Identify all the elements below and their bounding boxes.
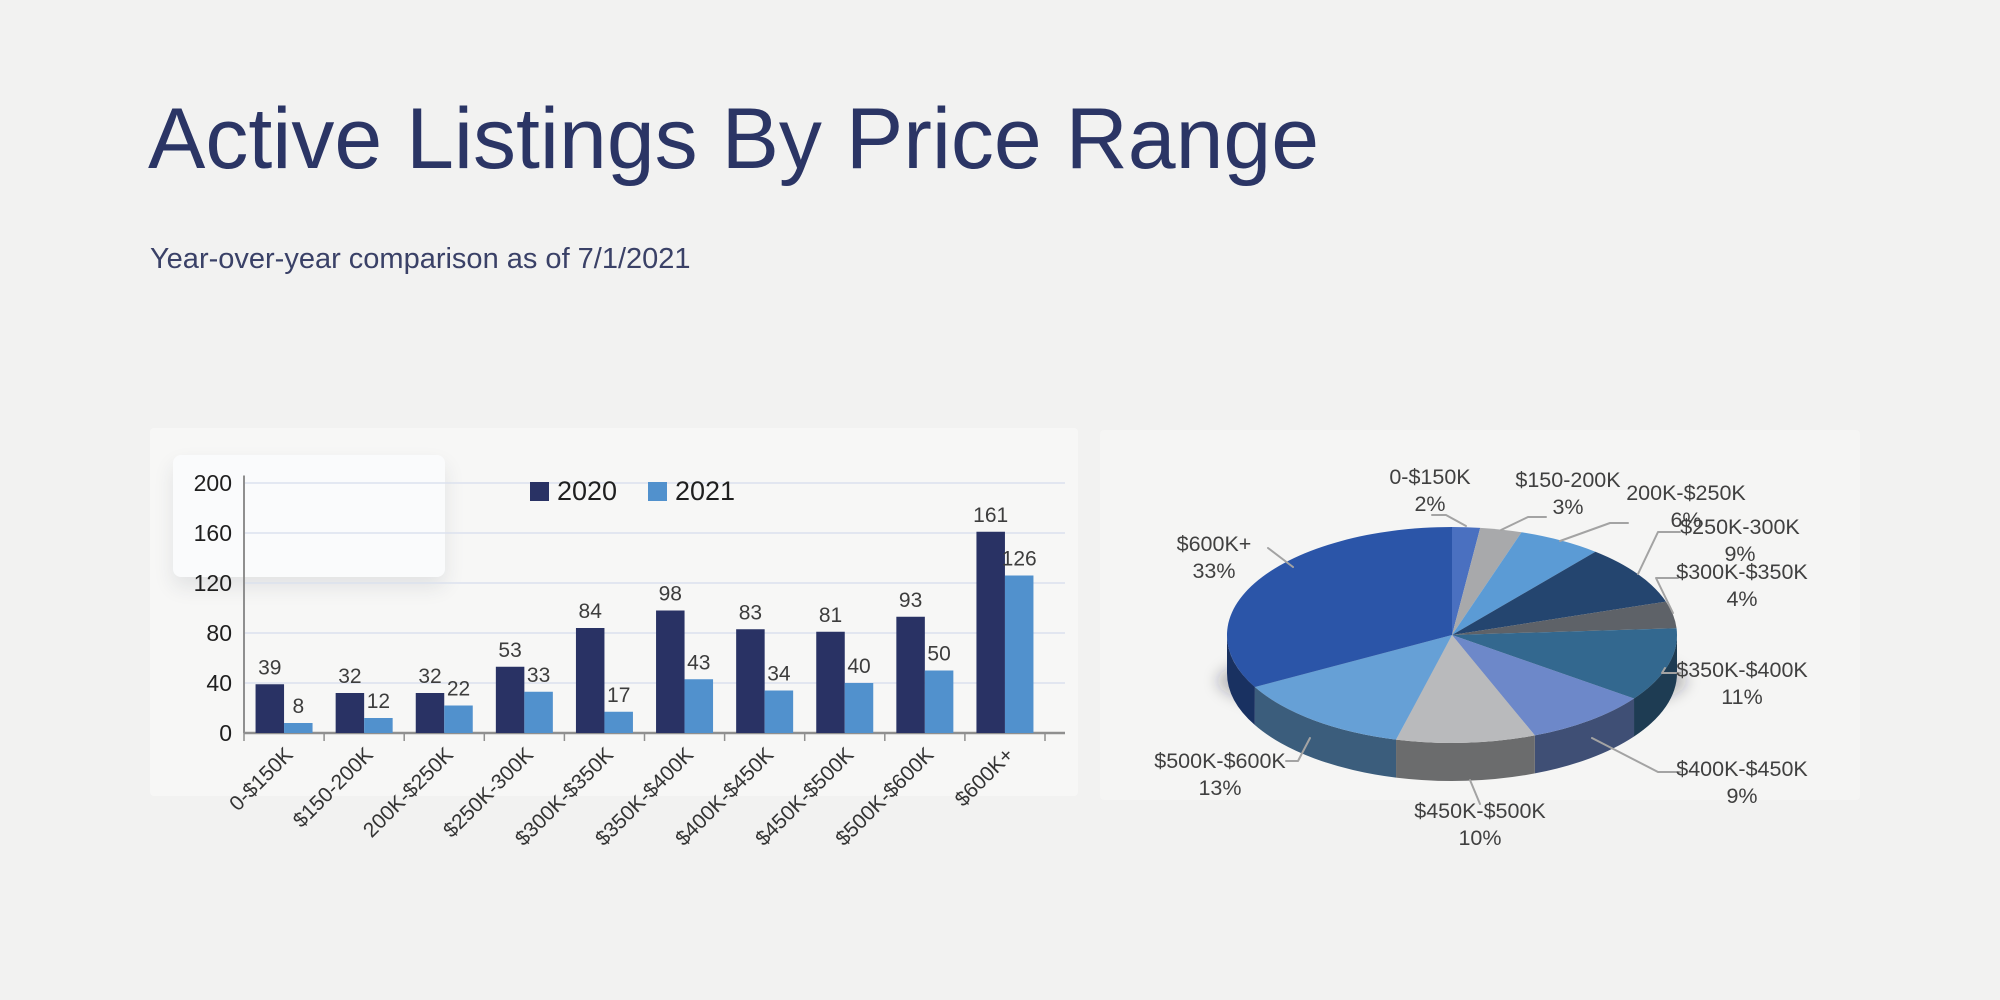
y-tick-label: 40 [206, 670, 232, 696]
bar-chart: 0 40 80 120 160 200 39 8 0-$150K 32 12 $150-200K 32 2… [194, 470, 1065, 850]
pie-slice-side [1254, 687, 1397, 778]
pie-leader-line [1637, 531, 1681, 575]
bar-legend: 2020 2021 [530, 476, 735, 506]
pie-slice--250k-300k [1452, 551, 1666, 635]
bar-2021 [364, 718, 393, 733]
bar-2021 [604, 711, 633, 733]
bar-2020 [896, 616, 925, 733]
bar-2020 [255, 684, 285, 733]
bar-2020 [415, 693, 445, 733]
legend-label-2021: 2021 [675, 476, 735, 506]
bar-value-2021: 8 [292, 695, 304, 718]
x-category-label: $600K+ [951, 743, 1019, 811]
bar-value-2021: 17 [607, 684, 630, 707]
pie-leader-line [1431, 514, 1467, 527]
bar-2020 [976, 531, 1005, 733]
bar-2021 [924, 670, 954, 733]
pie-slice--500k-600k [1254, 635, 1452, 740]
pie-leader-line [1591, 737, 1681, 773]
pie-slice-200k-250k [1452, 532, 1596, 635]
y-tick-label: 80 [206, 620, 232, 646]
pie-slice-0-150k [1452, 527, 1481, 635]
bar-value-2020: 32 [418, 665, 441, 688]
bar-value-2020: 93 [899, 589, 922, 612]
page-subtitle: Year-over-year comparison as of 7/1/2021 [150, 243, 691, 275]
pie-slice-side [1634, 635, 1677, 737]
pie-label: $500K-$600K 13% [1154, 749, 1286, 800]
pie-slice--400k-450k [1452, 635, 1635, 736]
pie-label: $400K-$450K 9% [1676, 757, 1808, 808]
pie-leader-line [1469, 779, 1481, 805]
bar-2020 [736, 629, 765, 733]
bar-2021 [844, 683, 874, 733]
bar-2020 [816, 631, 845, 733]
x-category-label: $150-200K [289, 743, 378, 832]
pie-chart: 0-$150K 2% $150-200K 3%200K-$250K 6%$250K-30… [1154, 465, 1808, 850]
pie-slice-side [1534, 698, 1635, 774]
bar-chart-card [173, 455, 445, 577]
bar-value-2021: 43 [687, 651, 710, 674]
pie-label: $350K-$400K 11% [1676, 658, 1808, 709]
bar-value-2020: 84 [579, 600, 603, 623]
pie-leader-line [1500, 516, 1547, 531]
bar-value-2020: 83 [739, 601, 762, 624]
pie-label: $250K-300K 9% [1680, 515, 1800, 566]
bar-2021 [444, 705, 473, 733]
pie-slice--350k-400k [1452, 628, 1677, 699]
bar-value-2020: 161 [973, 504, 1008, 527]
pie-leader-line [1655, 577, 1679, 614]
pie-leader-line [1661, 667, 1681, 674]
legend-swatch-2021 [648, 482, 667, 501]
y-tick-label: 120 [194, 570, 232, 596]
bar-2021 [1004, 575, 1034, 733]
bar-value-2021: 50 [927, 643, 950, 666]
bar-value-2021: 40 [847, 655, 870, 678]
bar-2021 [764, 690, 794, 733]
pie-label: $600K+ 33% [1177, 532, 1252, 583]
bar-value-2020: 53 [498, 639, 521, 662]
y-tick-label: 200 [194, 470, 232, 496]
pie-slice-side [1396, 735, 1535, 781]
pie-label: $300K-$350K 4% [1676, 560, 1808, 611]
bar-2020 [335, 693, 365, 733]
pie-slice--600k+ [1227, 527, 1452, 688]
pie-label: 200K-$250K 6% [1626, 481, 1746, 532]
bar-value-2020: 32 [338, 665, 361, 688]
bar-value-2021: 12 [367, 690, 390, 713]
pie-label: $150-200K 3% [1515, 468, 1621, 519]
pie-slice--450k-500k [1396, 635, 1535, 743]
bar-2021 [284, 723, 313, 733]
legend-swatch-2020 [530, 482, 549, 501]
pie-leader-line [1559, 522, 1629, 542]
pie-label: 0-$150K 2% [1389, 465, 1471, 516]
bar-value-2020: 98 [659, 583, 682, 606]
pie-leader-line [1285, 737, 1311, 762]
pie-slice--150-200k [1452, 527, 1522, 635]
bar-value-2020: 81 [819, 604, 842, 627]
pie-label: $450K-$500K 10% [1414, 799, 1546, 850]
pie-slice-side [1227, 635, 1255, 726]
bar-value-2021: 33 [527, 664, 550, 687]
bar-2020 [656, 610, 685, 733]
bar-value-2021: 126 [1002, 548, 1037, 571]
pie-leader-line [1267, 547, 1294, 568]
bar-value-2021: 22 [447, 678, 470, 701]
bar-2020 [575, 628, 605, 733]
bar-2021 [524, 691, 553, 733]
bar-value-2021: 34 [767, 663, 791, 686]
legend-label-2020: 2020 [557, 476, 617, 506]
bar-2021 [684, 679, 714, 733]
page-title: Active Listings By Price Range [148, 91, 1320, 187]
bar-value-2020: 39 [258, 656, 281, 679]
pie-slice--300k-350k [1452, 601, 1677, 635]
y-tick-label: 160 [194, 520, 232, 546]
y-tick-label: 0 [219, 720, 232, 746]
x-category-label: 0-$150K [225, 743, 297, 815]
bar-2020 [495, 666, 525, 733]
